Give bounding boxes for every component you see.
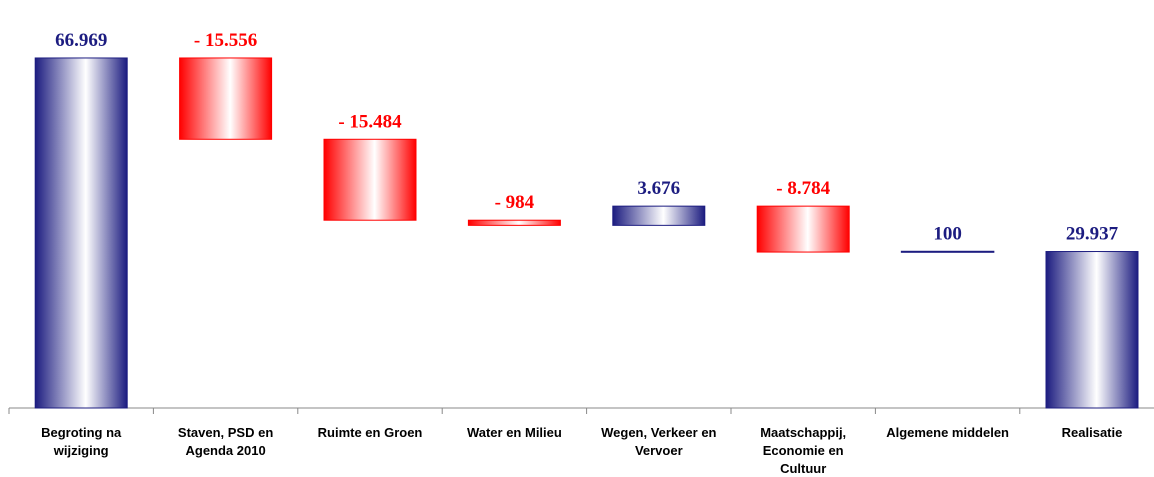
bar — [467, 219, 561, 226]
value-label: - 8.784 — [776, 178, 830, 199]
bar — [323, 138, 417, 221]
value-label: 66.969 — [55, 30, 107, 51]
bar — [1045, 251, 1139, 409]
x-tick-label: Begroting na wijziging — [41, 425, 122, 458]
value-label: - 984 — [495, 192, 535, 213]
value-label: - 15.556 — [194, 30, 257, 51]
x-tick-label: Ruimte en Groen — [317, 425, 423, 440]
x-tick-label: Realisatie — [1061, 425, 1123, 440]
x-tick-label: Algemene middelen — [886, 425, 1009, 440]
x-tick-label: Maatschappij, Economie en Cultuur — [760, 425, 847, 476]
x-tick-label: Water en Milieu — [466, 425, 562, 440]
value-label: 3.676 — [637, 178, 680, 199]
bar — [34, 57, 128, 409]
bar — [900, 250, 995, 253]
bar — [756, 205, 850, 253]
bar — [179, 57, 273, 140]
x-tick-label: Staven, PSD en Agenda 2010 — [177, 425, 274, 458]
value-label: - 15.484 — [338, 111, 402, 132]
x-tick-label: Wegen, Verkeer en Vervoer — [601, 425, 717, 458]
value-label: 100 — [933, 224, 962, 245]
bar — [612, 205, 706, 226]
value-label: 29.937 — [1066, 224, 1119, 245]
